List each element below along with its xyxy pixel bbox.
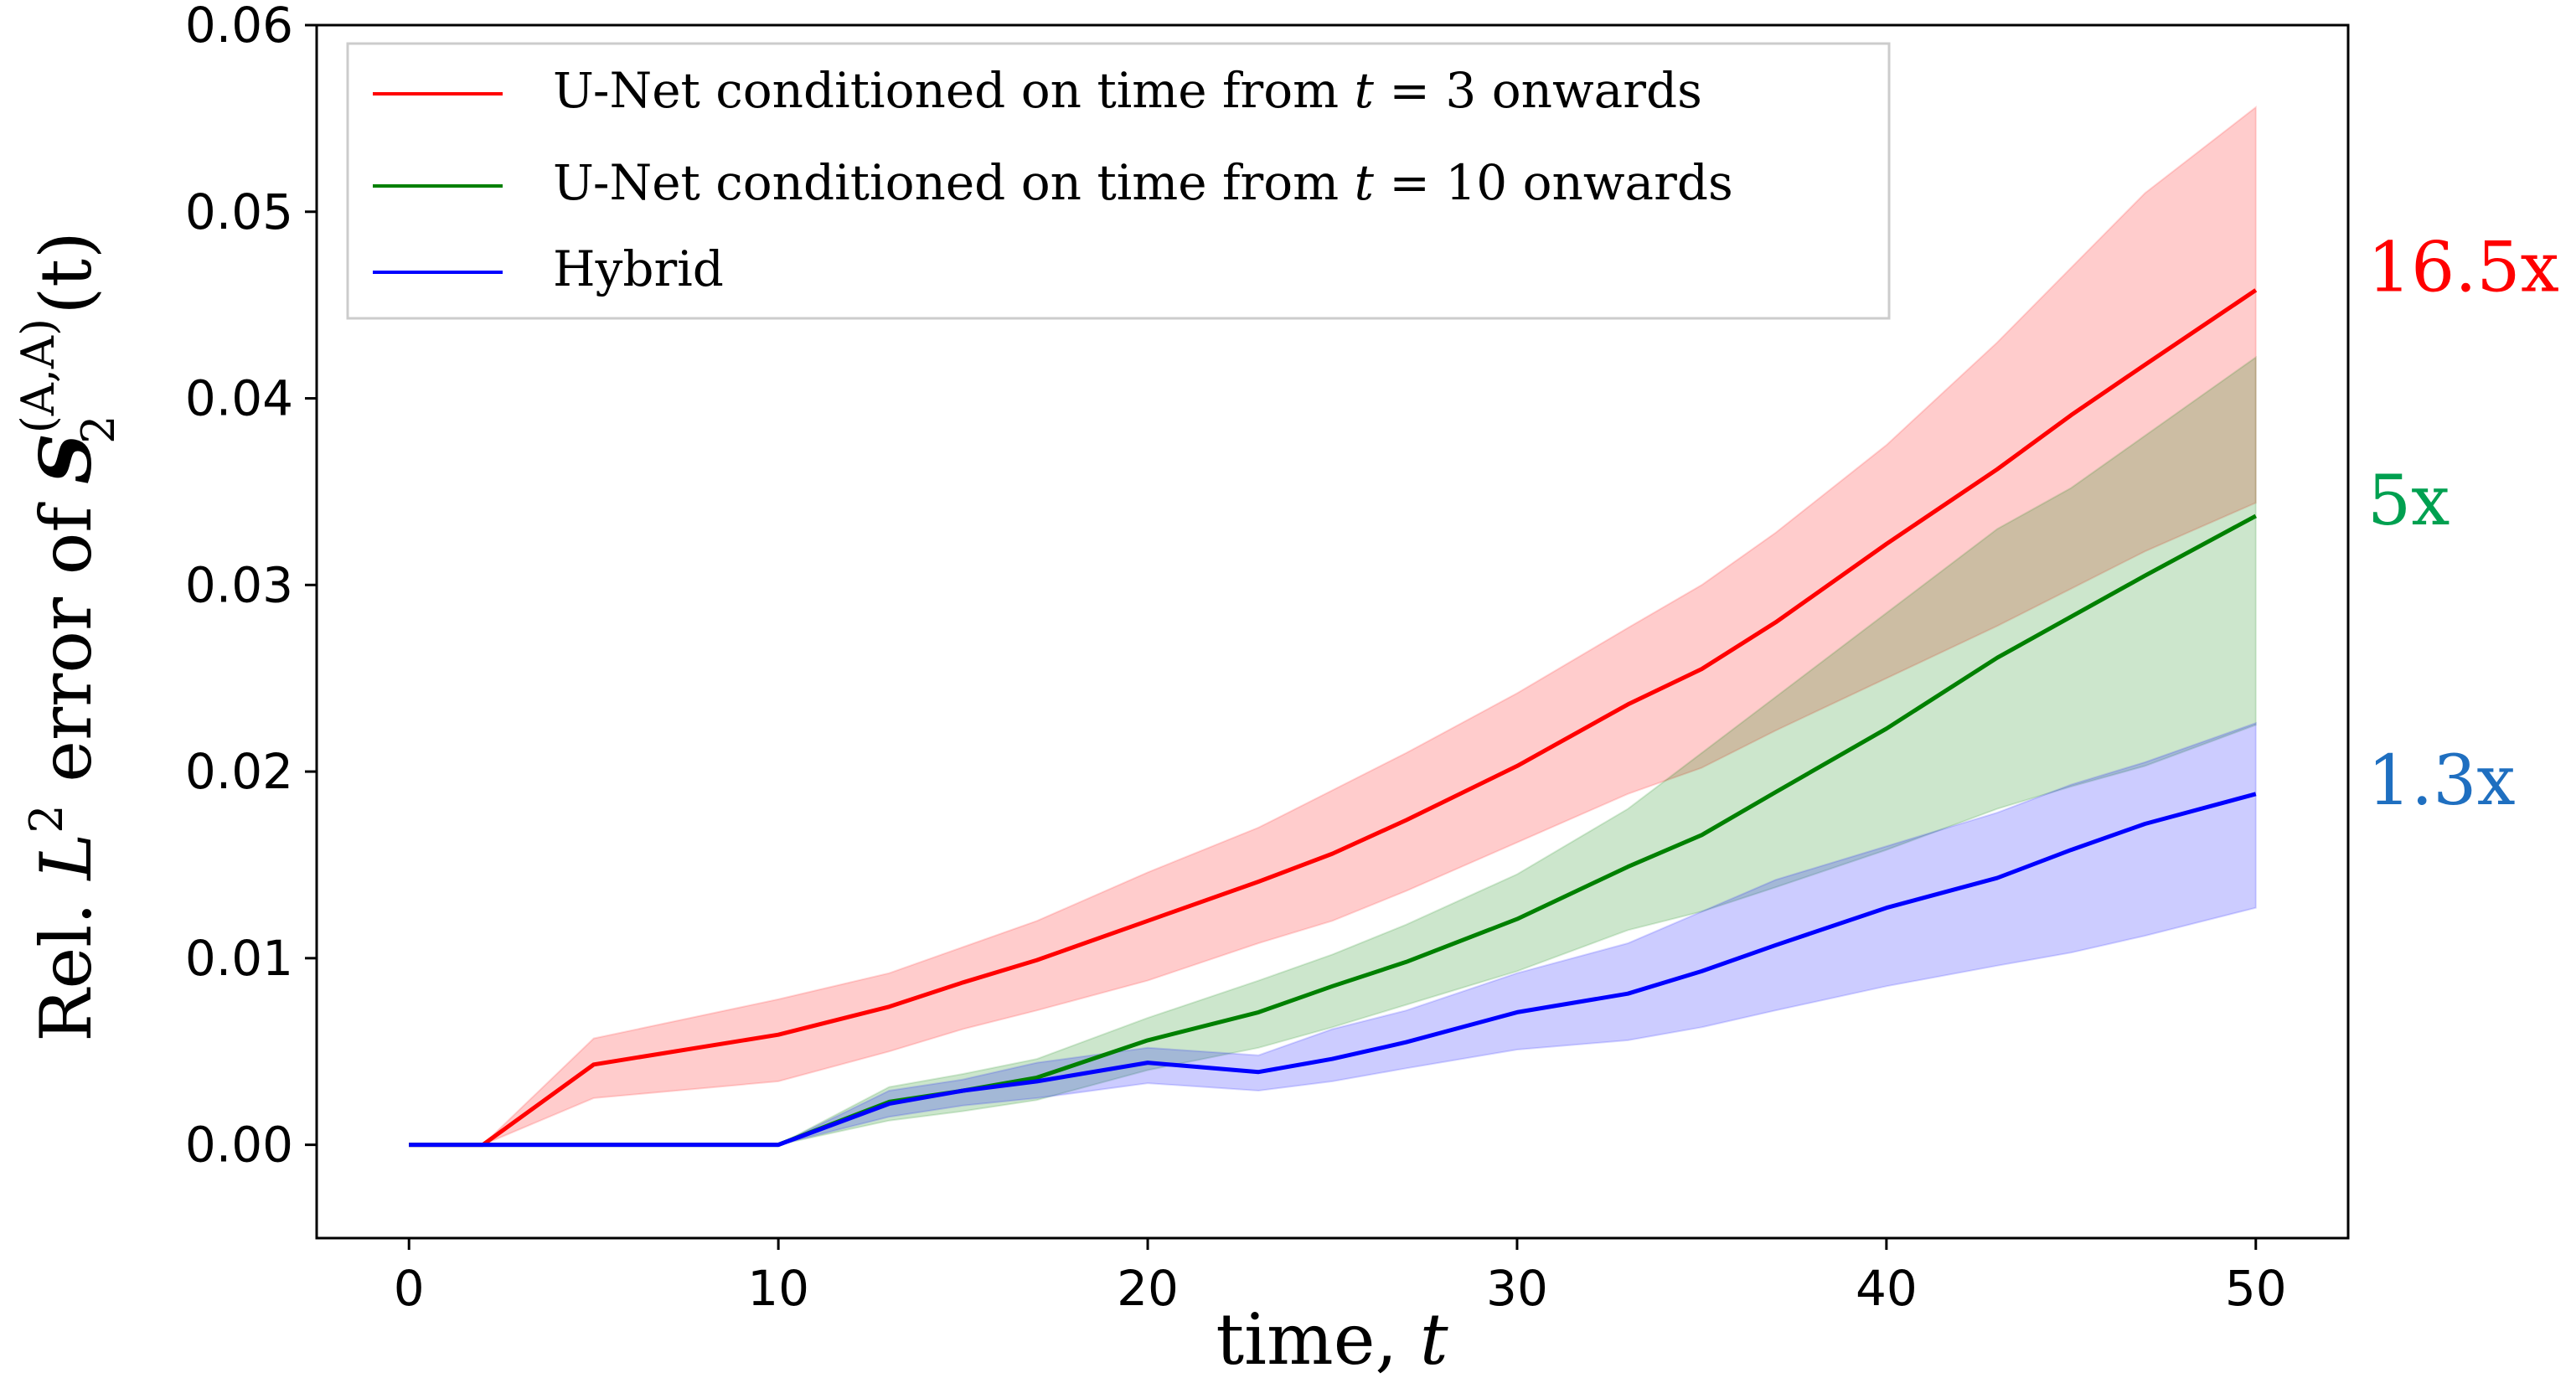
legend-box xyxy=(346,42,1891,320)
x-tick-label: 0 xyxy=(394,1260,425,1317)
x-tick-label: 10 xyxy=(747,1260,809,1317)
legend-label-blue: Hybrid xyxy=(553,240,724,297)
ratio-annotation-1: 5x xyxy=(2367,462,2450,541)
plot-area-frame xyxy=(315,23,2350,1240)
y-axis-label: Rel. L2 error of S(A,A) 2(t) xyxy=(12,231,125,1042)
y-tick-label: 0.04 xyxy=(185,370,293,427)
y-tick-label: 0.02 xyxy=(185,743,293,800)
x-axis-label: time, t xyxy=(1216,1298,1448,1378)
line-series-2 xyxy=(409,792,2257,1148)
legend-label-green: U-Net conditioned on time from t = 10 on… xyxy=(553,154,1733,211)
y-axis-ticks: 0.00 0.01 0.02 0.03 0.04 0.05 0.06 xyxy=(185,0,317,1174)
x-tick-label: 30 xyxy=(1486,1260,1548,1317)
band-series-0 xyxy=(409,105,2257,1146)
ratio-annotation-2: 1.3x xyxy=(2367,741,2516,821)
y-tick-label: 0.03 xyxy=(185,556,293,613)
x-axis-ticks: 0 10 20 30 40 50 xyxy=(394,1238,2287,1317)
y-tick-label: 0.06 xyxy=(185,0,293,54)
ratio-annotation-0: 16.5x xyxy=(2367,229,2559,308)
ratio-annotations: 16.5x 5x 1.3x xyxy=(2367,229,2559,822)
series-lines xyxy=(409,288,2258,1148)
line-series-0 xyxy=(409,288,2258,1148)
y-tick-label: 0.01 xyxy=(185,930,293,987)
legend: U-Net conditioned on time from t = 3 onw… xyxy=(346,42,1891,320)
y-tick-label: 0.00 xyxy=(185,1117,293,1174)
x-tick-label: 50 xyxy=(2225,1260,2287,1317)
y-tick-label: 0.05 xyxy=(185,183,293,240)
x-tick-label: 20 xyxy=(1117,1260,1179,1317)
x-tick-label: 40 xyxy=(1856,1260,1918,1317)
legend-label-red: U-Net conditioned on time from t = 3 onw… xyxy=(553,62,1702,119)
